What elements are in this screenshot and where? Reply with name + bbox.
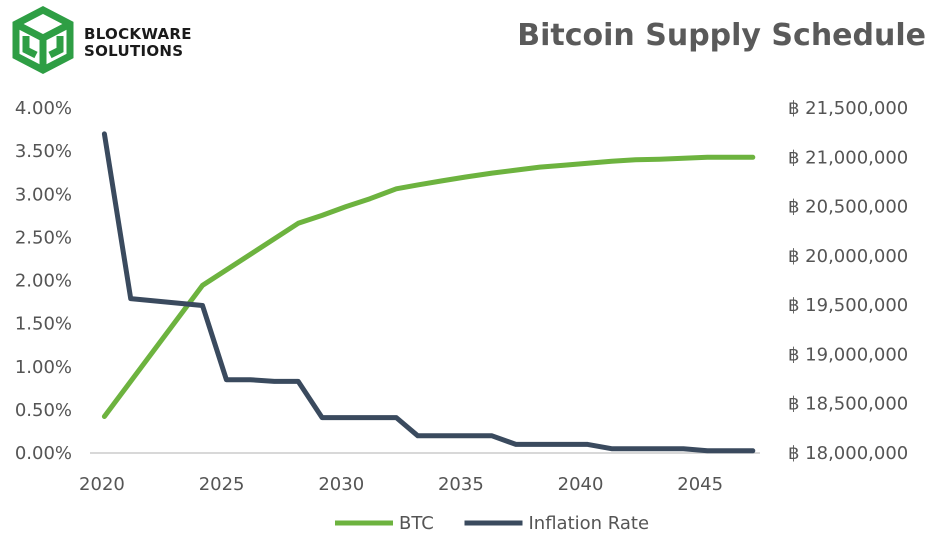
left-y-tick-label: 4.00% [15, 98, 72, 119]
chart-title: Bitcoin Supply Schedule [517, 18, 926, 53]
btc-legend-label: BTC [399, 513, 434, 534]
left-y-tick-label: 3.00% [15, 184, 72, 205]
x-tick-label: 2030 [318, 474, 364, 495]
x-tick-label: 2035 [438, 474, 484, 495]
left-y-tick-label: 1.00% [15, 357, 72, 378]
right-y-tick-label: ฿ 21,500,000 [788, 98, 908, 119]
x-tick-label: 2025 [199, 474, 245, 495]
brand-line-2: SOLUTIONS [84, 42, 184, 60]
blockware-cube-icon [12, 6, 74, 74]
left-y-tick-label: 2.00% [15, 271, 72, 292]
inflation-rate-series-line [101, 131, 756, 454]
right-y-tick-label: ฿ 20,000,000 [788, 246, 908, 267]
brand-name: BLOCKWARE SOLUTIONS [84, 26, 192, 60]
left-y-tick-label: 0.50% [15, 400, 72, 421]
inflation-rate-legend-label: Inflation Rate [529, 513, 650, 534]
right-y-tick-label: ฿ 21,000,000 [788, 147, 908, 168]
blockware-logo: BLOCKWARE SOLUTIONS [8, 6, 198, 76]
left-y-tick-label: 0.00% [15, 443, 72, 464]
right-y-tick-label: ฿ 18,000,000 [788, 443, 908, 464]
left-y-tick-label: 1.50% [15, 314, 72, 335]
right-y-tick-label: ฿ 18,500,000 [788, 394, 908, 415]
left-y-tick-label: 3.50% [15, 141, 72, 162]
right-y-tick-label: ฿ 20,500,000 [788, 197, 908, 218]
x-tick-label: 2045 [677, 474, 723, 495]
right-y-tick-label: ฿ 19,000,000 [788, 344, 908, 365]
right-y-tick-label: ฿ 19,500,000 [788, 295, 908, 316]
btc-series-line [101, 154, 756, 419]
left-y-tick-label: 2.50% [15, 227, 72, 248]
x-tick-label: 2020 [79, 474, 125, 495]
brand-line-1: BLOCKWARE [84, 25, 192, 43]
x-tick-label: 2040 [558, 474, 604, 495]
